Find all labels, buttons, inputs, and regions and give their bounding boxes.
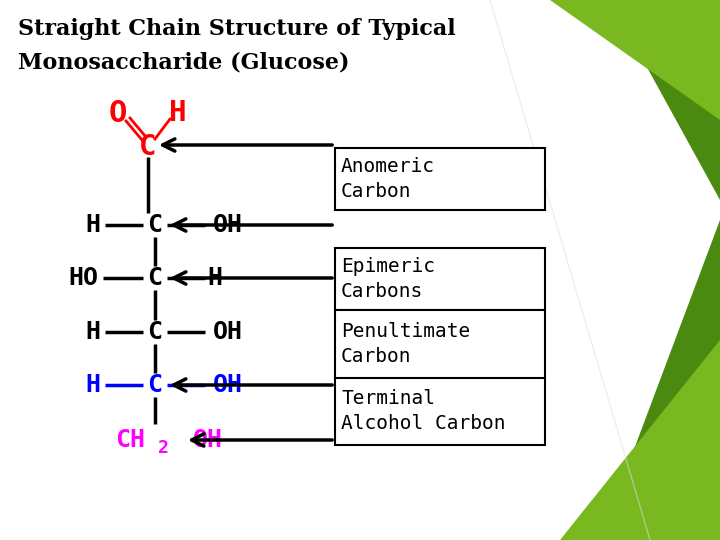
Text: CH: CH [115, 428, 145, 452]
Polygon shape [450, 220, 720, 540]
Text: Penultimate
Carbon: Penultimate Carbon [341, 322, 470, 366]
Text: OH: OH [213, 213, 243, 237]
Text: 2: 2 [158, 439, 169, 457]
Text: Monosaccharide (Glucose): Monosaccharide (Glucose) [18, 52, 349, 74]
Text: O: O [109, 98, 127, 127]
Text: OH: OH [193, 428, 223, 452]
Polygon shape [560, 340, 720, 540]
Text: Straight Chain Structure of Typical: Straight Chain Structure of Typical [18, 18, 456, 40]
Text: C: C [148, 320, 163, 344]
FancyBboxPatch shape [335, 248, 545, 310]
Text: C: C [148, 266, 163, 290]
FancyBboxPatch shape [335, 148, 545, 210]
Text: H: H [207, 266, 222, 290]
Polygon shape [550, 0, 720, 120]
Text: H: H [169, 99, 186, 127]
Text: OH: OH [213, 373, 243, 397]
FancyBboxPatch shape [335, 310, 545, 445]
Text: C: C [139, 133, 157, 161]
Text: C: C [148, 213, 163, 237]
Text: HO: HO [68, 266, 98, 290]
Polygon shape [490, 0, 720, 200]
Text: H: H [86, 320, 101, 344]
Text: Anomeric
Carbon: Anomeric Carbon [341, 157, 435, 201]
Text: Epimeric
Carbons: Epimeric Carbons [341, 257, 435, 301]
Text: C: C [148, 373, 163, 397]
Text: H: H [86, 213, 101, 237]
Text: OH: OH [213, 320, 243, 344]
Text: Terminal
Alcohol Carbon: Terminal Alcohol Carbon [341, 389, 505, 433]
Text: H: H [86, 373, 101, 397]
